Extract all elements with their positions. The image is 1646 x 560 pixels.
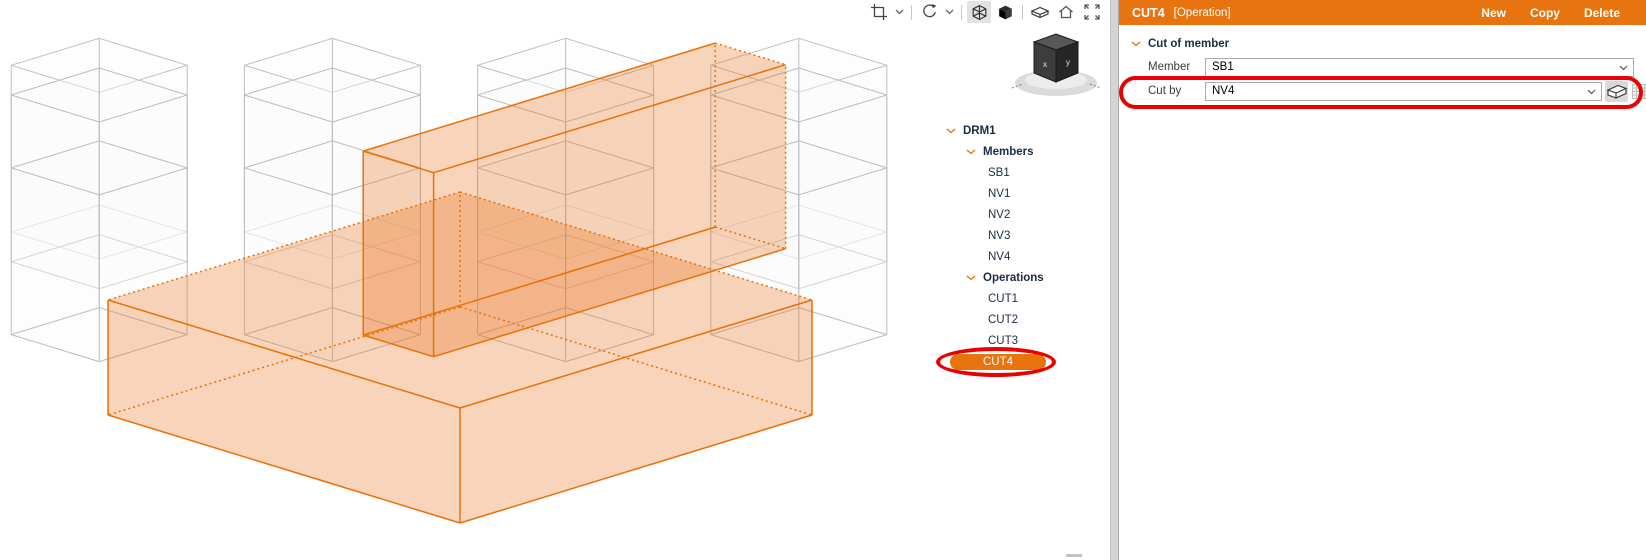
viewport-toolbar xyxy=(867,1,1104,23)
delete-button[interactable]: Delete xyxy=(1583,5,1620,20)
operation-title: CUT4 xyxy=(1132,5,1165,20)
tree-item-nv3[interactable]: NV3 xyxy=(940,225,1110,246)
tree-item-label: CUT2 xyxy=(988,313,1019,326)
home-icon xyxy=(1059,5,1073,19)
clip-box-icon xyxy=(1030,6,1050,19)
tree-item-label: NV2 xyxy=(988,208,1011,221)
cutting-solid-button[interactable] xyxy=(1605,81,1628,102)
tree-horizontal-scrollbar-thumb[interactable] xyxy=(1066,554,1082,557)
member-dropdown[interactable]: SB1 xyxy=(1205,58,1634,77)
3d-viewport-scene[interactable] xyxy=(0,0,1110,560)
solid-view-button[interactable] xyxy=(993,1,1017,23)
tree-item-label: DRM1 xyxy=(963,124,996,137)
tree-item-drm1[interactable]: DRM1 xyxy=(940,120,1110,141)
header-actions: New Copy Delete xyxy=(1481,6,1620,20)
rotate-icon xyxy=(923,4,937,18)
rotate-view-button[interactable] xyxy=(917,1,941,23)
expand-arrows-icon xyxy=(1084,4,1100,20)
view-cube[interactable]: x y xyxy=(1008,24,1106,104)
tree-item-label: Operations xyxy=(983,271,1044,284)
tree-item-cut3[interactable]: CUT3 xyxy=(940,330,1110,351)
tree-item-sb1[interactable]: SB1 xyxy=(940,162,1110,183)
solid-slab-icon xyxy=(1606,84,1627,99)
chevron-down-icon xyxy=(1619,65,1628,71)
wireframe-view-button[interactable] xyxy=(967,1,991,23)
copy-button[interactable]: Copy xyxy=(1529,5,1560,20)
clip-box-button[interactable] xyxy=(1028,1,1052,23)
wireframe-cube-icon xyxy=(972,4,986,20)
rotate-right-mark[interactable] xyxy=(1089,83,1102,89)
member-dropdown-value: SB1 xyxy=(1212,61,1234,73)
chevron-down-icon xyxy=(1587,89,1596,95)
grid-table-button[interactable] xyxy=(1630,82,1646,100)
chevron-down-icon xyxy=(895,9,904,15)
property-panel: CUT4 [Operation] New Copy Delete Cut of … xyxy=(1119,0,1646,560)
tree-item-members[interactable]: Members xyxy=(940,141,1110,162)
tree-item-label: NV4 xyxy=(988,250,1011,263)
rotate-left-mark[interactable] xyxy=(1011,83,1024,89)
new-button[interactable]: New xyxy=(1481,5,1506,20)
toolbar-separator xyxy=(1022,4,1023,20)
cutby-dropdown[interactable]: NV4 xyxy=(1205,82,1602,101)
tree-item-nv1[interactable]: NV1 xyxy=(940,183,1110,204)
tree-item-operations[interactable]: Operations xyxy=(940,267,1110,288)
chevron-down-icon[interactable] xyxy=(966,274,976,281)
home-view-button[interactable] xyxy=(1054,1,1078,23)
rotate-options-chevron[interactable] xyxy=(943,1,956,23)
tree-item-label: NV3 xyxy=(988,229,1011,242)
property-panel-header: CUT4 [Operation] New Copy Delete xyxy=(1119,0,1646,25)
view-cube-x-label: x xyxy=(1043,60,1047,69)
tree-item-cut2[interactable]: CUT2 xyxy=(940,309,1110,330)
tree-item-nv2[interactable]: NV2 xyxy=(940,204,1110,225)
crop-icon xyxy=(871,4,887,20)
section-cut-of-member[interactable]: Cut of member xyxy=(1131,38,1229,50)
crop-button[interactable] xyxy=(867,1,891,23)
tree-item-cut1[interactable]: CUT1 xyxy=(940,288,1110,309)
chevron-down-icon[interactable] xyxy=(966,148,976,155)
tree-item-label: Members xyxy=(983,145,1034,158)
chevron-down-icon[interactable] xyxy=(946,127,956,134)
solid-cube-icon xyxy=(998,5,1012,19)
view-cube-right-face[interactable] xyxy=(1055,41,1079,83)
chevron-down-icon xyxy=(1131,41,1141,47)
tree-item-label: NV1 xyxy=(988,187,1011,200)
panel-splitter[interactable] xyxy=(1110,0,1119,560)
tree-item-label: SB1 xyxy=(988,166,1010,179)
section-title: Cut of member xyxy=(1148,38,1230,50)
fit-view-button[interactable] xyxy=(1080,1,1104,23)
cutby-dropdown-value: NV4 xyxy=(1212,85,1235,97)
chevron-down-icon xyxy=(945,9,954,15)
grid-icon xyxy=(1631,83,1646,99)
toolbar-separator xyxy=(961,4,962,20)
toolbar-separator xyxy=(911,4,912,20)
crop-options-chevron[interactable] xyxy=(893,1,906,23)
selected-item-badge[interactable]: CUT4 xyxy=(950,353,1046,370)
tree-item-cut4-selected[interactable]: CUT4 xyxy=(940,351,1110,372)
tree-item-nv4[interactable]: NV4 xyxy=(940,246,1110,267)
operation-type-label: [Operation] xyxy=(1173,6,1231,19)
tree-item-label: CUT3 xyxy=(988,334,1019,347)
tree-item-label: CUT1 xyxy=(988,292,1019,305)
view-cube-y-label: y xyxy=(1066,58,1070,67)
model-tree: DRM1 Members SB1 NV1 NV2 NV3 NV4 Operati… xyxy=(940,120,1110,372)
cutby-field-label: Cut by xyxy=(1148,85,1182,97)
member-field-label: Member xyxy=(1148,61,1191,73)
